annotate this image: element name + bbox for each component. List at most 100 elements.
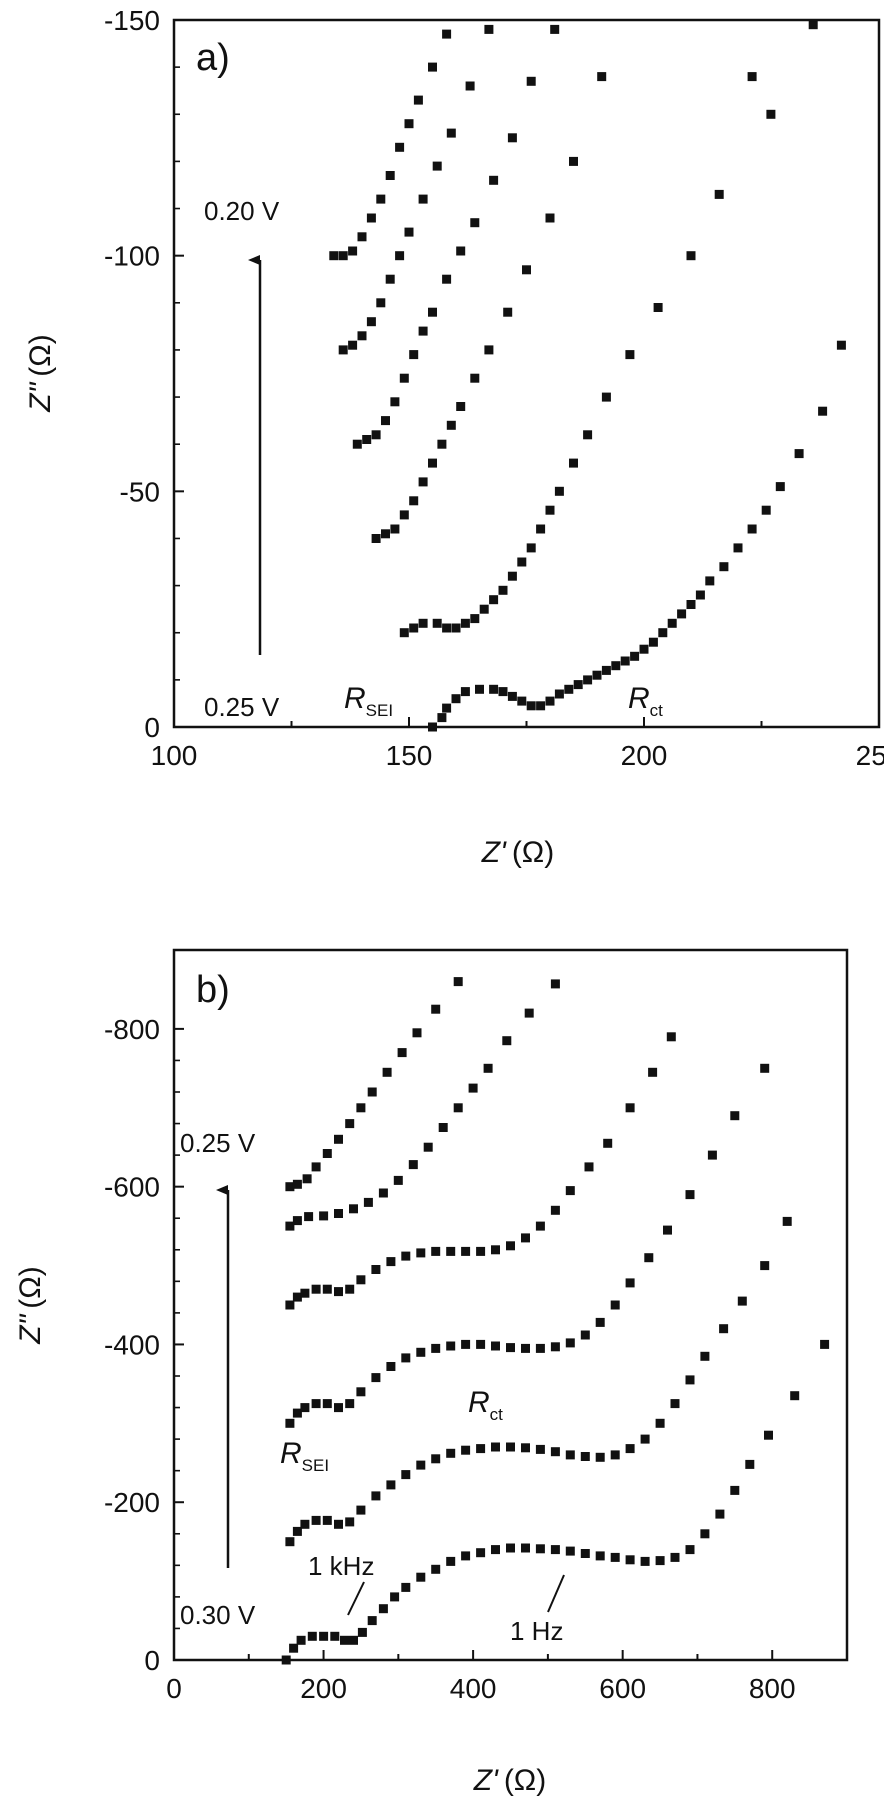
panel-b-series-1-point-6 [330,1631,340,1641]
panel-b-series-5-point-10 [408,1160,418,1170]
panel-a-series-2-point-16 [545,505,555,515]
panel-a-x-tick-label-1: 100 [151,740,198,771]
panel-b-series-2-point-29 [670,1399,680,1409]
panel-a-series-1-point-31 [719,562,729,572]
panel-a-series-1-point-35 [775,482,785,492]
panel-a-series-6-point-7 [385,171,395,180]
panel-a-series-2-point-2 [409,623,419,633]
panel-a-series-4-point-12 [470,218,480,228]
panel-a-series-3-point-1 [371,534,381,543]
panel-a-series-1-point-5 [460,687,470,697]
panel-a-series-2-point-7 [460,618,470,628]
panel-a-series-4-point-14 [507,133,517,143]
panel-a-series-4-point-7 [409,350,419,360]
panel-b-series-2 [285,1216,792,1547]
panel-a-series-4-point-10 [442,274,452,284]
panel-a-series-1-point-34 [761,505,771,515]
panel-b-series-5-point-5 [334,1209,343,1218]
panel-b-series-2-point-34 [760,1261,770,1271]
panel-b-series-3-point-22 [565,1338,575,1348]
panel-b-series-3-point-13 [431,1343,441,1353]
panel-b-series-5-point-8 [378,1188,388,1198]
panel-b-series-3-point-11 [401,1353,411,1363]
panel-b-y-tick-label-2: -200 [104,1487,160,1518]
panel-a-series-6-point-2 [338,251,348,261]
panel-a-series-3-point-11 [470,373,480,383]
panel-b-series-5-point-9 [393,1175,403,1185]
panel-a-series-6-point-6 [376,194,386,204]
panel-b-series-2-point-8 [356,1505,366,1515]
panel-b-series-3-point-27 [644,1253,654,1263]
panel-a-series-4-point-3 [371,430,381,440]
panel-a-series-5-point-9 [418,194,428,204]
panel-a-series-5-point-5 [376,298,386,308]
panel-b-series-3-point-30 [707,1150,717,1160]
panel-b-series-6-point-13 [431,1004,441,1014]
panel-a-series-1-point-10 [517,696,527,706]
panel-a-series-3-point-14 [522,265,531,275]
panel-b-series-1-point-28 [625,1555,635,1565]
panel-b-series-4-point-10 [386,1257,396,1267]
panel-b-series-4-point-25 [625,1103,635,1113]
panel-a-series-2-point-19 [583,430,593,440]
panel-b-series-4-point-3 [300,1288,310,1298]
panel-b-frame [172,948,849,1662]
panel-b-series-2-point-12 [416,1460,426,1470]
panel-a-y-tick-label-2: -50 [120,476,160,507]
panel-b-series-2-point-7 [345,1517,355,1527]
panel-a-series-1-point-17 [583,675,593,685]
panel-a-series-5-point-13 [484,24,494,34]
panel-b-series-2-point-16 [476,1444,486,1454]
panel-b-series-3-point-29 [685,1190,695,1200]
panel-b-x-tick-label-5: 800 [749,1673,796,1704]
panel-a-arrow-bottom-label: 0.25 V [204,692,280,722]
panel-a-series-4-point-6 [399,373,409,383]
panel-a-series-2-point-10 [489,595,499,605]
panel-a-series-1-point-40 [808,20,818,30]
panel-a-series-1-point-6 [475,684,484,694]
panel-b-series-4-point-19 [521,1233,530,1243]
panel-a-series-6-point-12 [442,29,452,39]
panel-b-series-2-point-20 [535,1444,545,1454]
panel-a-series-6-point-8 [395,142,405,152]
panel-a-series-1-point-38 [836,340,846,350]
panel-a-series-1-point-15 [564,684,574,694]
panel-a-series-3-point-3 [390,524,400,534]
panel-b-series-3-point-23 [580,1330,590,1340]
panel-b-series-5-point-17 [524,1008,534,1018]
panel-a-y-tick-label-1: 0 [144,712,160,743]
panel-b-series-1-point-24 [565,1546,575,1556]
panel-b-series-5-point-4 [319,1211,329,1221]
panel-b-series-6-point-6 [334,1134,343,1144]
panel-b-series-3-point-3 [300,1403,310,1413]
panel-a-series-5-point-11 [446,128,456,138]
panel-a-x-tick-label-3: 200 [621,740,668,771]
panel-b-series-4-point-24 [603,1138,613,1148]
panel-a-series-1-point-24 [648,637,658,647]
panel-b-series-4-point-18 [506,1241,515,1251]
panel-a-series-1-point-32 [733,543,743,553]
panel-b-series-4-point-8 [356,1275,366,1285]
panel-a-series-3-point-10 [456,402,466,411]
panel-b-series-4-point-7 [345,1284,355,1294]
panel-a-series-6-point-9 [404,119,414,129]
panel-b-series-1-point-33 [700,1529,710,1539]
panel-b-series-1-point-32 [685,1545,695,1555]
panel-b-series-4-point-4 [311,1284,321,1294]
panel-a-series-3-point-8 [437,439,447,449]
panel-b-series-1-point-18 [476,1548,486,1558]
panel-a-series-1-point-18 [592,670,602,680]
panel-a-series-1-point-7 [489,684,499,694]
panel-b-series-4-point-23 [584,1162,594,1172]
panel-a-x-tick-label-2: 150 [386,740,433,771]
panel-a-series-4-point-4 [381,416,390,426]
panel-b-series-6-point-3 [302,1174,312,1184]
panel-b-series-2-point-27 [640,1434,650,1444]
panel-a-series-1-point-4 [451,694,461,704]
panel-b-y-tick-label-5: -800 [104,1014,160,1045]
panel-b-rct-annotation: Rct [468,1386,503,1424]
panel-b-series-5 [285,979,560,1231]
panel-a-x-tick-label-4: 250 [856,740,884,771]
panel-b-series-5-point-3 [304,1212,314,1222]
panel-a-series-3-point-5 [409,496,419,506]
